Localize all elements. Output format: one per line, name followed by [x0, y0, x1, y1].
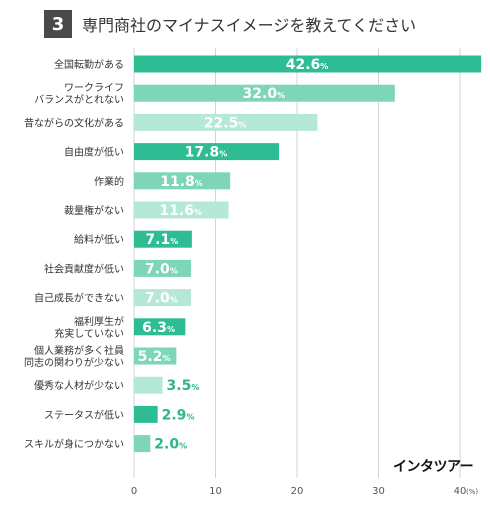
x-tick-label: 10 — [209, 486, 222, 497]
data-label: 17.8% — [185, 145, 228, 161]
bar — [134, 347, 177, 365]
category-label: 同志の関わりが少ない — [24, 356, 124, 369]
category-label: 個人業務が多く社員 — [34, 344, 124, 357]
data-label: 11.8% — [160, 174, 203, 190]
question-number-badge: 3 — [44, 10, 72, 38]
data-label: 3.5% — [167, 378, 200, 394]
bar — [134, 113, 318, 131]
bar — [134, 143, 280, 161]
data-label: 7.0% — [145, 261, 178, 277]
category-label: 作業的 — [94, 175, 124, 188]
bar — [134, 318, 186, 336]
category-label: 社会貢献度が低い — [44, 262, 124, 275]
bar — [134, 405, 158, 423]
bar — [134, 259, 192, 277]
category-label: 昔ながらの文化がある — [24, 116, 124, 129]
data-label: 2.0% — [154, 437, 187, 453]
category-label: 裁量権がない — [64, 204, 124, 217]
bar — [134, 376, 163, 394]
brand-logo: インタツアー — [393, 459, 474, 475]
bar — [134, 230, 192, 248]
category-label: 自由度が低い — [64, 146, 124, 159]
category-label: 給料が低い — [74, 233, 124, 246]
x-tick-label: 0 — [131, 486, 137, 497]
data-label: 11.6% — [159, 203, 202, 219]
data-label: 7.1% — [145, 232, 178, 248]
data-label: 5.2% — [138, 349, 171, 365]
data-label: 7.0% — [145, 291, 178, 307]
category-label: 自己成長ができない — [34, 292, 124, 305]
x-tick-label: 20 — [291, 486, 304, 497]
data-label: 22.5% — [204, 115, 247, 131]
bar — [134, 172, 231, 190]
bar — [134, 55, 482, 73]
chart-header: 3 専門商社のマイナスイメージを教えてください — [44, 9, 416, 39]
data-label: 6.3% — [142, 320, 175, 336]
category-label: スキルが身につかない — [24, 438, 124, 451]
bar — [134, 84, 395, 102]
x-tick-label: 30 — [372, 486, 385, 497]
data-label: 42.6% — [286, 57, 329, 73]
x-unit-label: (%) — [466, 488, 478, 496]
bar — [134, 435, 151, 453]
category-label: バランスがとれない — [34, 93, 124, 106]
category-label: ステータスが低い — [44, 408, 124, 421]
category-label: 優秀な人材が少ない — [34, 379, 124, 392]
category-label: 充実していない — [54, 327, 124, 340]
bar — [134, 289, 192, 307]
category-label: 全国転勤がある — [54, 58, 124, 71]
chart-title: 専門商社のマイナスイメージを教えてください — [82, 16, 417, 35]
category-label: ワークライフ — [64, 82, 124, 94]
bar — [134, 201, 229, 219]
data-label: 32.0% — [243, 86, 286, 102]
category-label: 福利厚生が — [74, 315, 124, 328]
x-tick-label: 40 — [454, 486, 467, 497]
data-label: 2.9% — [162, 407, 195, 423]
